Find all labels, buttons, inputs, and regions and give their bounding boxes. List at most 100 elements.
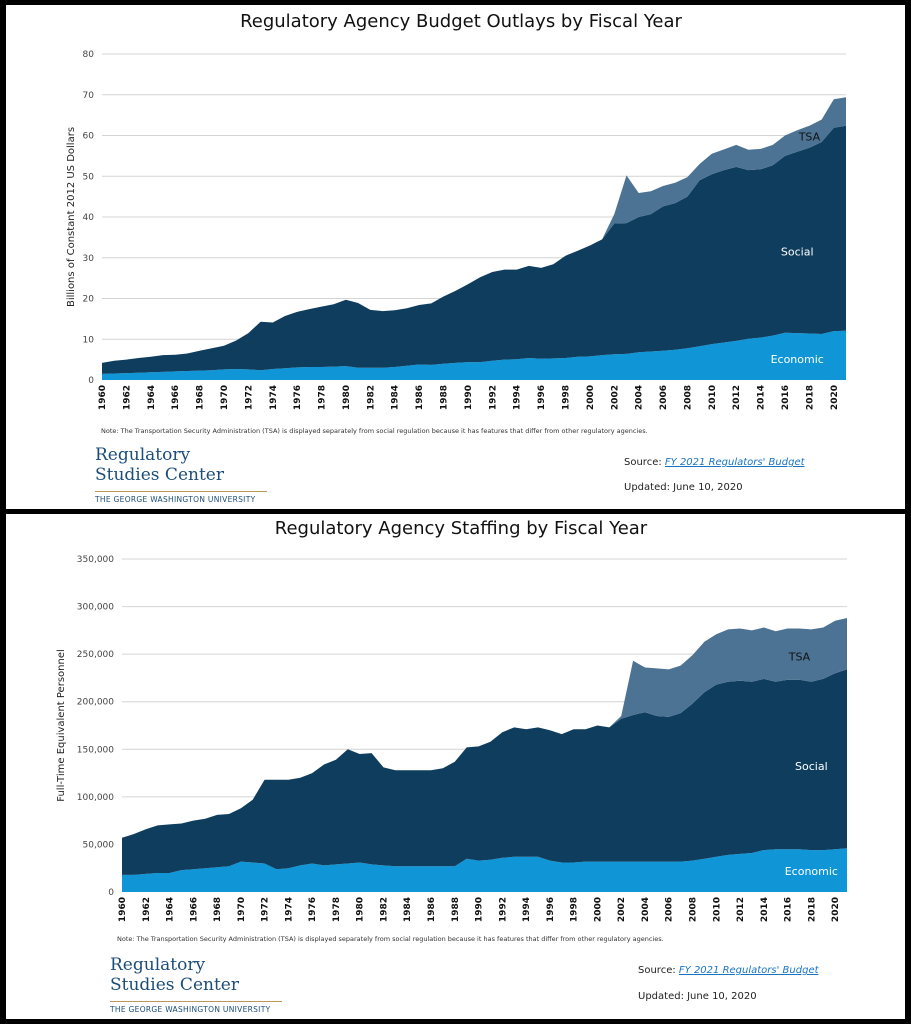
staffing-chart: Regulatory Agency Staffing by Fiscal Yea… — [56, 518, 847, 922]
note-text: Note: The Transportation Security Admini… — [117, 935, 664, 943]
rsc-logo: Regulatory Studies Center THE GEORGE WAS… — [110, 955, 282, 1014]
y-tick-label: 50 — [83, 172, 95, 182]
y-tick-label: 300,000 — [77, 603, 114, 613]
x-tick-label: 2018 — [807, 897, 817, 922]
x-tick-label: 1972 — [261, 897, 271, 922]
y-tick-label: 40 — [83, 213, 95, 223]
logo-line3: THE GEORGE WASHINGTON UNIVERSITY — [110, 1005, 271, 1014]
source-label: Source: — [624, 457, 662, 468]
x-tick-label: 2000 — [593, 897, 603, 922]
x-tick-label: 2018 — [805, 385, 815, 410]
x-tick-label: 1970 — [237, 897, 247, 922]
x-tick-label: 1982 — [379, 897, 389, 922]
logo-line1: Regulatory — [95, 445, 191, 465]
y-tick-label: 100,000 — [77, 793, 114, 803]
x-tick-label: 2010 — [712, 897, 722, 922]
y-tick-label: 10 — [83, 335, 95, 345]
x-tick-label: 2020 — [830, 385, 840, 410]
x-tick-label: 1992 — [498, 897, 508, 922]
budget-chart: Regulatory Agency Budget Outlays by Fisc… — [66, 11, 846, 410]
y-tick-label: 50,000 — [83, 840, 115, 850]
x-tick-label: 1960 — [98, 385, 108, 410]
y-tick-label: 60 — [83, 132, 95, 142]
x-tick-label: 1962 — [122, 385, 132, 410]
x-tick-label: 1986 — [427, 897, 437, 922]
x-tick-label: 1972 — [244, 385, 254, 410]
x-tick-label: 2006 — [665, 897, 675, 922]
logo-line1: Regulatory — [110, 955, 206, 975]
x-tick-label: 1964 — [147, 385, 157, 410]
x-tick-label: 1984 — [403, 897, 413, 922]
x-tick-label: 2000 — [586, 385, 596, 410]
y-tick-label: 20 — [83, 295, 95, 305]
source-link[interactable]: FY 2021 Regulators' Budget — [678, 965, 819, 976]
x-tick-label: 2010 — [708, 385, 718, 410]
x-tick-label: 1996 — [537, 385, 547, 410]
x-tick-label: 1988 — [440, 385, 450, 410]
x-tick-label: 1960 — [118, 897, 128, 922]
logo-line3: THE GEORGE WASHINGTON UNIVERSITY — [95, 495, 256, 504]
x-tick-label: 2016 — [781, 385, 791, 410]
series-label-tsa: TSA — [788, 651, 811, 664]
x-tick-label: 1990 — [464, 385, 474, 410]
x-tick-label: 2008 — [688, 897, 698, 922]
x-tick-label: 1998 — [561, 385, 571, 410]
series-label-economic: Economic — [785, 865, 838, 878]
x-tick-label: 1974 — [284, 897, 294, 922]
area-tsa — [122, 618, 847, 838]
x-tick-label: 2008 — [683, 385, 693, 410]
x-tick-label: 1966 — [171, 385, 181, 410]
x-tick-label: 2002 — [610, 385, 620, 410]
y-axis-label: Full-Time Equivalent Personnel — [56, 649, 67, 802]
chart-title: Regulatory Agency Staffing by Fiscal Yea… — [275, 518, 648, 539]
budget-panel: Regulatory Agency Budget Outlays by Fisc… — [6, 5, 905, 509]
x-tick-label: 2020 — [831, 897, 841, 922]
source-label: Source: — [638, 965, 676, 976]
x-tick-label: 1992 — [488, 385, 498, 410]
x-tick-label: 1982 — [366, 385, 376, 410]
x-tick-label: 1978 — [332, 897, 342, 922]
area-economic — [122, 848, 847, 892]
x-tick-label: 1968 — [196, 385, 206, 410]
source-link[interactable]: FY 2021 Regulators' Budget — [664, 457, 805, 468]
x-tick-label: 1994 — [522, 897, 532, 922]
series-label-social: Social — [781, 246, 814, 259]
y-tick-label: 0 — [88, 376, 94, 386]
logo-rule — [110, 1001, 282, 1002]
series-label-social: Social — [795, 760, 828, 773]
updated-text: Updated: June 10, 2020 — [624, 482, 743, 493]
y-tick-label: 350,000 — [77, 555, 114, 565]
x-tick-label: 1976 — [308, 897, 318, 922]
y-tick-label: 80 — [83, 50, 95, 60]
series-label-economic: Economic — [771, 353, 824, 366]
x-tick-label: 2016 — [784, 897, 794, 922]
source-line: Source: FY 2021 Regulators' Budget — [638, 965, 819, 976]
x-tick-label: 1984 — [391, 385, 401, 410]
x-tick-label: 1980 — [342, 385, 352, 410]
area-social — [102, 125, 846, 374]
x-tick-label: 1996 — [546, 897, 556, 922]
x-tick-label: 1990 — [475, 897, 485, 922]
x-tick-label: 1974 — [269, 385, 279, 410]
y-tick-label: 200,000 — [77, 698, 114, 708]
staffing-panel: Regulatory Agency Staffing by Fiscal Yea… — [6, 514, 905, 1019]
y-axis-label: Billions of Constant 2012 US Dollars — [66, 127, 77, 307]
x-tick-label: 2014 — [757, 385, 767, 410]
x-tick-label: 2004 — [641, 897, 651, 922]
x-tick-label: 2002 — [617, 897, 627, 922]
x-tick-label: 1998 — [570, 897, 580, 922]
x-tick-label: 1994 — [513, 385, 523, 410]
x-tick-label: 2012 — [736, 897, 746, 922]
y-tick-label: 250,000 — [77, 650, 114, 660]
chart-title: Regulatory Agency Budget Outlays by Fisc… — [240, 11, 682, 32]
rsc-logo: Regulatory Studies Center THE GEORGE WAS… — [95, 445, 267, 504]
x-tick-label: 1986 — [415, 385, 425, 410]
x-tick-label: 1988 — [451, 897, 461, 922]
x-tick-label: 1976 — [293, 385, 303, 410]
x-tick-label: 1964 — [166, 897, 176, 922]
logo-line2: Studies Center — [110, 975, 239, 995]
x-tick-label: 1978 — [318, 385, 328, 410]
x-tick-label: 1980 — [356, 897, 366, 922]
series-label-tsa: TSA — [798, 131, 821, 144]
x-tick-label: 2006 — [659, 385, 669, 410]
